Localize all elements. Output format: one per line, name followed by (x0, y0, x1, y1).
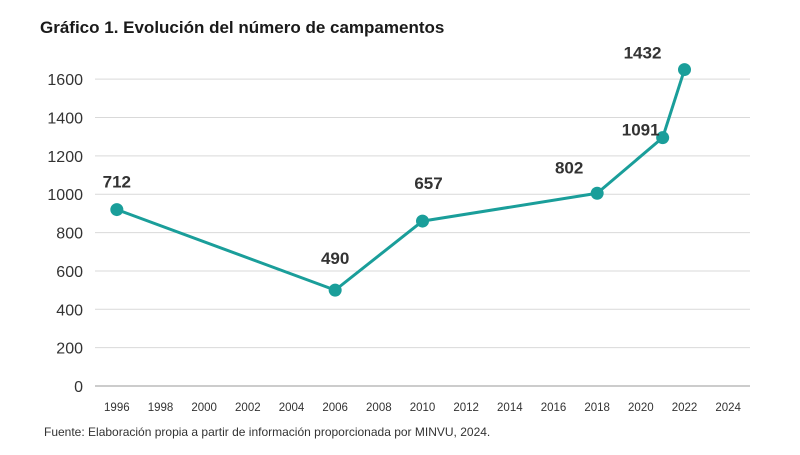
data-label-2010: 657 (414, 174, 442, 193)
x-tick-label-1996: 1996 (104, 402, 130, 414)
x-tick-label-2024: 2024 (715, 402, 741, 414)
x-tick-label-2014: 2014 (497, 402, 523, 414)
y-tick-label-400: 400 (56, 302, 83, 319)
y-tick-label-0: 0 (74, 379, 83, 396)
x-tick-label-2002: 2002 (235, 402, 261, 414)
x-tick-label-2010: 2010 (410, 402, 436, 414)
data-point-2021 (656, 131, 670, 145)
y-tick-label-800: 800 (56, 226, 83, 243)
x-tick-label-2008: 2008 (366, 402, 392, 414)
x-tick-label-2006: 2006 (322, 402, 348, 414)
x-tick-label-2012: 2012 (453, 402, 479, 414)
data-point-2006 (328, 283, 342, 297)
data-label-2018: 802 (555, 158, 583, 177)
x-tick-label-2018: 2018 (584, 402, 610, 414)
series-line (116, 69, 686, 292)
x-tick-label-2016: 2016 (541, 402, 567, 414)
x-tick-label-2022: 2022 (672, 402, 698, 414)
x-tick-label-1998: 1998 (148, 402, 174, 414)
y-tick-label-1000: 1000 (47, 187, 83, 204)
data-label-2006: 490 (321, 249, 349, 268)
data-point-2018 (590, 186, 604, 200)
y-tick-label-1400: 1400 (47, 111, 83, 128)
y-tick-label-600: 600 (56, 264, 83, 281)
x-tick-label-2004: 2004 (279, 402, 305, 414)
data-point-1996 (110, 203, 124, 217)
data-label-2022: 1432 (624, 44, 662, 63)
data-point-2010 (416, 214, 429, 228)
data-label-2021: 1091 (622, 121, 660, 140)
x-tick-label-2020: 2020 (628, 402, 654, 414)
chart-title: Gráfico 1. Evolución del número de campa… (40, 18, 445, 37)
data-label-1996: 712 (103, 173, 131, 192)
x-tick-label-2000: 2000 (191, 402, 217, 414)
data-point-2022 (678, 63, 691, 77)
y-tick-label-1600: 1600 (47, 72, 83, 89)
source-note: Fuente: Elaboración propia a partir de i… (44, 425, 491, 439)
y-tick-label-200: 200 (56, 341, 83, 358)
y-tick-label-1200: 1200 (47, 149, 83, 166)
